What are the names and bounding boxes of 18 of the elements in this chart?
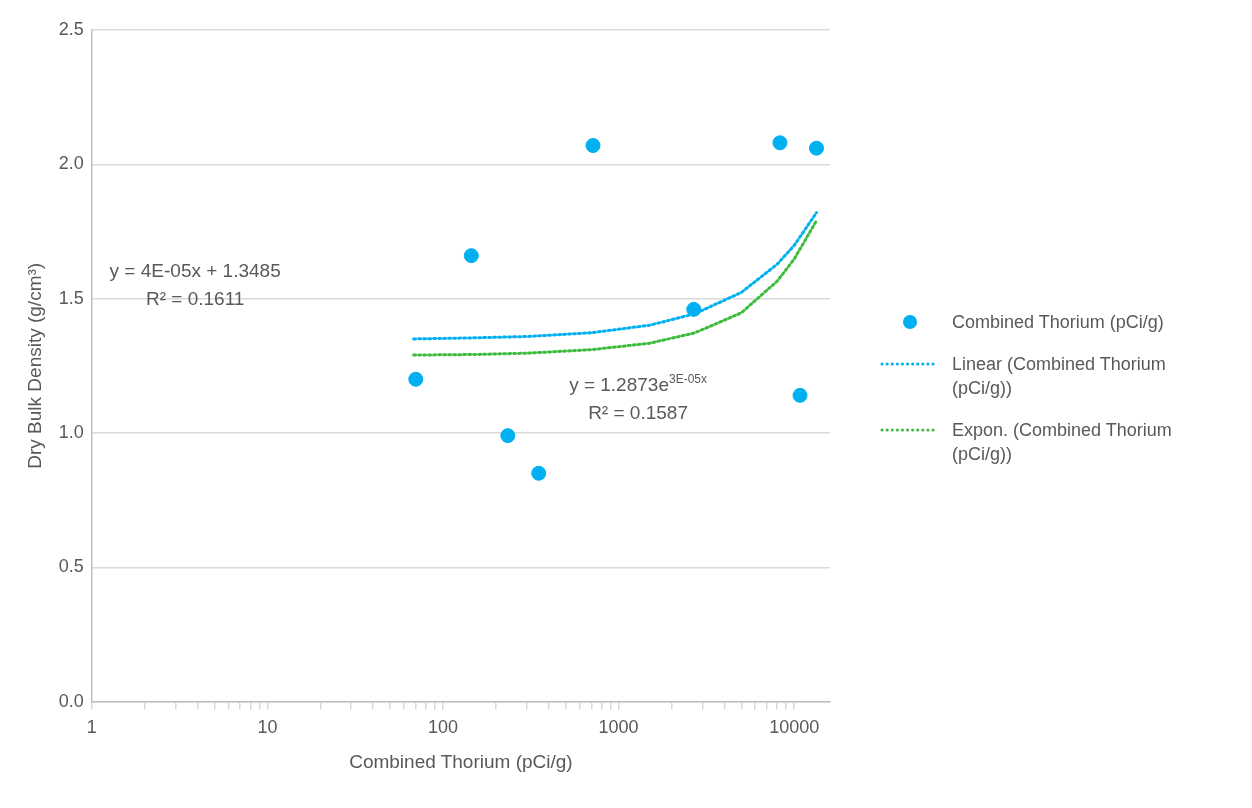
text: y = 1.2873e$^{3E-05x}$ R² = 0.1587 [569, 372, 707, 424]
y-tick-label: 1.0 [58, 421, 84, 442]
x-tick-label: 10000 [769, 717, 820, 738]
x-tick-label: 1 [86, 717, 97, 738]
legend-label: Expon. (Combined Thorium (pCi/g)) [952, 419, 1173, 466]
y-tick-label: 1.5 [58, 287, 84, 308]
annotation: y = 4E-05x + 1.3485 R² = 0.1611 [109, 259, 281, 312]
x-tick-label: 100 [427, 717, 459, 738]
x-axis-title: Combined Thorium (pCi/g) [349, 750, 573, 772]
y-axis-title: Dry Bulk Density (g/cm³) [23, 262, 45, 469]
y-tick-label: 2.5 [58, 18, 84, 39]
y-tick-label: 0.5 [58, 556, 84, 577]
x-tick-label: 1000 [598, 717, 639, 738]
y-tick-label: 2.0 [58, 153, 84, 174]
x-tick-label: 10 [257, 717, 278, 738]
y-tick-label: 0.0 [58, 690, 84, 711]
legend-label: Linear (Combined Thorium (pCi/g)) [952, 353, 1167, 400]
legend-label: Combined Thorium (pCi/g) [952, 311, 1164, 334]
